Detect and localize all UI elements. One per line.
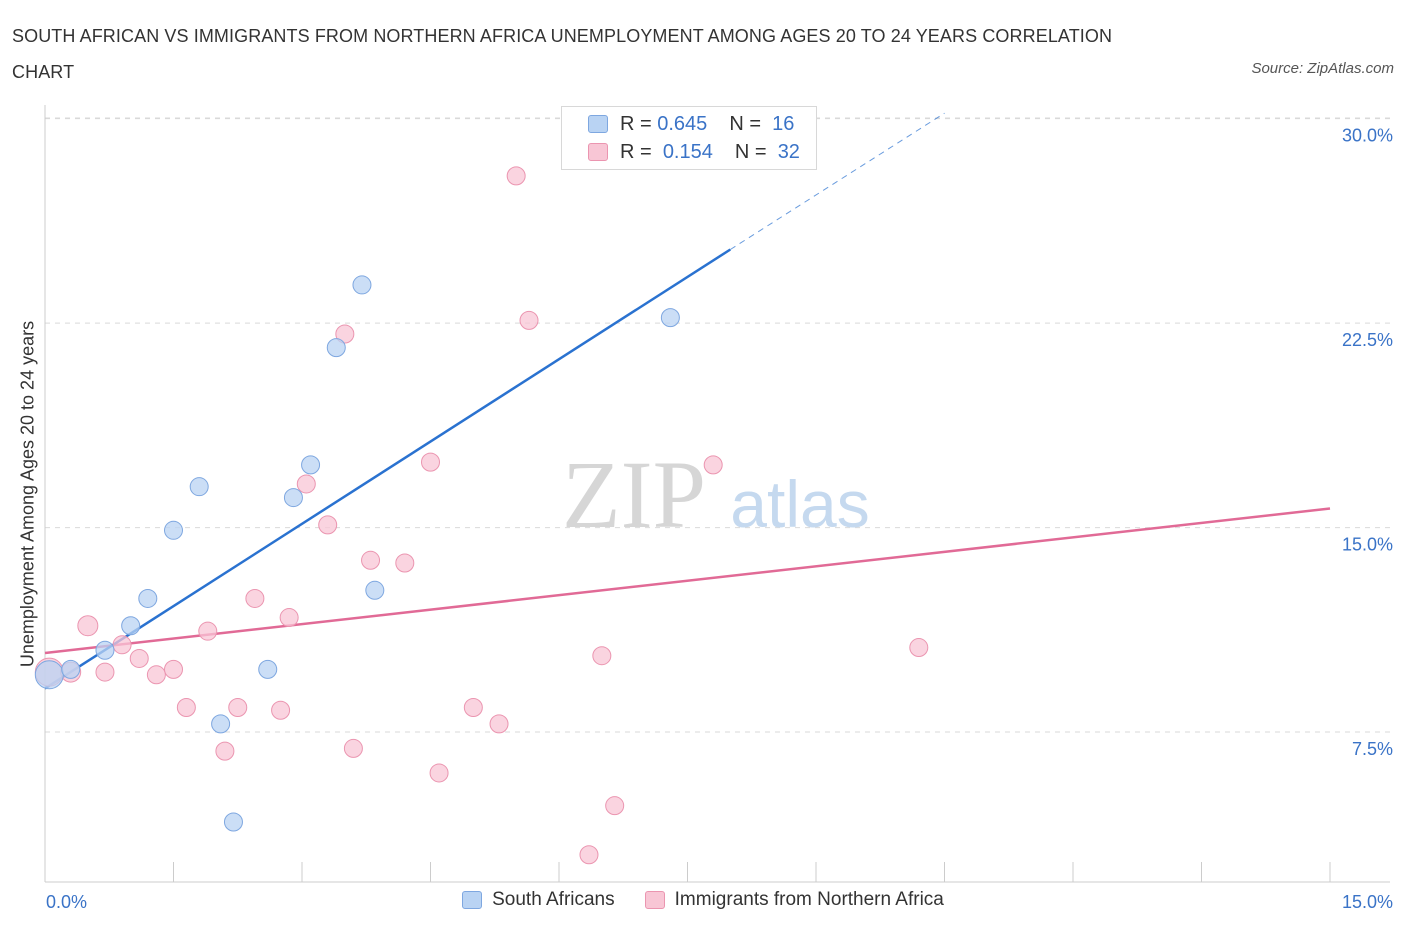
point-immigrant (245, 588, 265, 608)
point-immigrant (112, 635, 132, 655)
axes (44, 105, 1390, 883)
trend-line-immigrants (44, 507, 1331, 655)
legend-label: South Africans (492, 889, 615, 910)
point-immigrant (605, 796, 625, 816)
point-south-african (95, 640, 115, 660)
n-label: N = (734, 140, 767, 163)
data-points (34, 166, 929, 865)
point-immigrant (421, 452, 440, 472)
legend-row-immigrants: R = 0.154 N = 32 (588, 140, 800, 164)
point-immigrant (592, 646, 612, 666)
point-immigrant (506, 166, 526, 186)
point-south-african (352, 275, 372, 295)
point-immigrant (146, 665, 166, 685)
point-immigrant (343, 738, 363, 758)
point-south-african (189, 477, 209, 497)
point-south-african (61, 659, 81, 679)
point-immigrant (335, 324, 355, 344)
tick-labels: 7.5% 15.0% 22.5% 30.0% 0.0% 15.0% (46, 126, 1393, 912)
grid-lines (45, 117, 1390, 733)
point-south-african (365, 580, 385, 600)
point-immigrant (198, 621, 218, 641)
y-tick-label: 30.0% (1342, 126, 1393, 146)
y-tick-label: 15.0% (1342, 535, 1393, 555)
point-immigrant (129, 648, 149, 668)
point-south-african (211, 714, 231, 734)
series-legend: South Africans Immigrants from Northern … (0, 889, 1406, 911)
legend-item-immigrants: Immigrants from Northern Africa (644, 889, 944, 911)
point-immigrant (296, 474, 316, 494)
y-axis-label: Unemployment Among Ages 20 to 24 years (17, 320, 38, 668)
point-south-african (326, 338, 346, 358)
point-immigrant (909, 638, 929, 658)
y-tick-label: 22.5% (1342, 330, 1393, 350)
point-immigrant (361, 550, 381, 570)
r-label: R = (620, 140, 652, 163)
correlation-legend: R = 0.645 N = 16 R = 0.154 N = 32 (561, 106, 817, 170)
point-immigrant (318, 515, 338, 535)
point-immigrant (703, 455, 723, 475)
source-note: Source: ZipAtlas.com (1251, 60, 1394, 77)
x-tick-label: 15.0% (1342, 892, 1393, 912)
n-label: N = (729, 112, 761, 135)
legend-label: Immigrants from Northern Africa (674, 889, 944, 910)
trend-line-south-africans (44, 248, 732, 690)
point-immigrant (215, 741, 235, 761)
point-immigrant (489, 714, 509, 734)
point-immigrant (95, 662, 115, 682)
point-south-african (283, 488, 303, 508)
r-label: R = (620, 112, 652, 135)
legend-swatch-blue (588, 115, 608, 133)
point-immigrant (176, 698, 196, 718)
legend-row-south-africans: R = 0.645 N = 16 (588, 112, 794, 136)
point-immigrant (519, 310, 539, 330)
point-south-african (121, 616, 141, 636)
point-south-african (660, 308, 680, 328)
point-immigrant (429, 763, 449, 783)
point-south-african (164, 520, 183, 540)
point-immigrant (271, 700, 291, 720)
point-immigrant (77, 615, 99, 637)
point-immigrant (463, 698, 483, 718)
x-tick-label: 0.0% (46, 892, 87, 912)
watermark: ZIP atlas (562, 441, 870, 548)
point-south-african (34, 660, 64, 690)
point-immigrant (579, 845, 599, 865)
legend-swatch-pink (588, 143, 608, 161)
point-south-african (258, 659, 278, 679)
point-immigrant (279, 608, 299, 628)
point-immigrant (228, 698, 248, 718)
legend-item-south-africans: South Africans (462, 889, 615, 911)
trend-line-south-africans-extension (730, 112, 945, 250)
point-south-african (138, 588, 158, 608)
point-south-african (223, 812, 243, 832)
r-value: 0.645 (657, 112, 708, 135)
watermark-zip: ZIP (562, 441, 706, 548)
y-tick-label: 7.5% (1352, 739, 1393, 759)
legend-swatch-blue (462, 891, 483, 909)
n-value: 16 (772, 112, 795, 135)
n-value: 32 (777, 140, 800, 163)
point-south-african (301, 455, 321, 475)
trend-lines (44, 112, 1331, 690)
r-value: 0.154 (662, 140, 713, 163)
legend-swatch-pink (644, 891, 665, 909)
chart-title: SOUTH AFRICAN VS IMMIGRANTS FROM NORTHER… (12, 26, 1113, 82)
point-immigrant (164, 659, 183, 679)
point-immigrant (395, 553, 415, 573)
watermark-atlas: atlas (730, 467, 869, 541)
